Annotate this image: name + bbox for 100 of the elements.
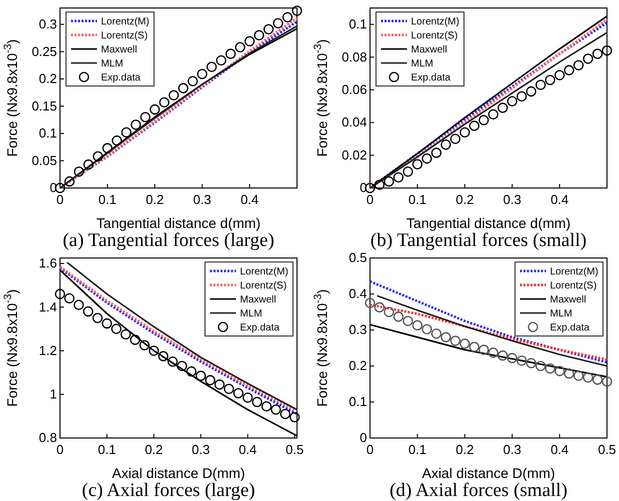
legend-label: MLM [240, 308, 262, 320]
point [233, 388, 244, 398]
point [535, 360, 546, 372]
point [111, 324, 122, 334]
point [460, 127, 470, 138]
point [440, 332, 451, 342]
legend-label: Lorentz(S) [550, 280, 597, 292]
point [402, 166, 414, 177]
point [216, 55, 226, 66]
legend-label: Maxwell [240, 294, 276, 306]
point [582, 372, 594, 383]
point [168, 90, 179, 100]
y-tick-label: 1.4 [38, 299, 57, 314]
point [196, 370, 206, 381]
point [83, 159, 94, 170]
point [374, 302, 385, 312]
y-tick-label: 0.2 [348, 358, 367, 374]
y-tick-label: 0.4 [348, 286, 367, 302]
point [573, 370, 584, 381]
y-tick-label: 0.2 [38, 71, 57, 86]
point [498, 102, 508, 113]
point [544, 74, 556, 86]
point [384, 176, 394, 187]
point [102, 143, 113, 154]
point [582, 54, 594, 64]
point [197, 68, 208, 80]
point [206, 62, 217, 72]
point [478, 344, 489, 355]
point [535, 80, 546, 90]
legend-label: Exp.data [240, 322, 280, 334]
point [102, 318, 112, 329]
point [450, 336, 460, 346]
point [469, 342, 480, 352]
point [167, 356, 178, 367]
point [422, 153, 432, 164]
point [488, 109, 498, 120]
y-tick-label: 1.6 [38, 256, 57, 271]
point [526, 86, 536, 97]
legend-label: Lorentz(S) [411, 30, 458, 42]
x-tick-label: 0.1 [408, 442, 426, 457]
point [564, 368, 574, 379]
x-tick-label: 0.4 [550, 192, 569, 207]
point [402, 316, 414, 326]
point [178, 83, 188, 94]
point [460, 338, 470, 349]
x-tick-label: 0.3 [192, 442, 210, 457]
y-tick-label: 0.06 [342, 82, 367, 97]
y-tick-label: 0 [360, 430, 367, 446]
point [74, 166, 84, 177]
point [150, 104, 160, 115]
y-tick-label: 0.5 [348, 250, 367, 266]
point [186, 366, 197, 377]
point [393, 312, 404, 322]
point [393, 172, 404, 183]
legend-label: Exp.data [550, 322, 590, 334]
y-tick-label: 0.1 [348, 16, 367, 32]
x-axis-title: Tangential distance d(mm) [406, 215, 571, 231]
point [602, 45, 612, 56]
x-tick-label: 0.5 [286, 442, 304, 457]
line-series [368, 280, 608, 364]
y-tick-label: 0.08 [342, 49, 367, 64]
point [592, 374, 603, 385]
x-tick-label: 0.3 [193, 192, 212, 207]
text: (b) Tangential forces (small) [370, 230, 587, 251]
point [488, 348, 498, 358]
point [205, 375, 216, 386]
point [140, 112, 150, 122]
legend-label: Lorentz(M) [411, 16, 460, 28]
point [412, 159, 423, 170]
point [254, 30, 264, 40]
legend-label: Lorentz(S) [240, 280, 287, 292]
x-tick-label: 0.2 [456, 192, 474, 207]
x-tick-label: 0.2 [456, 442, 474, 457]
point [282, 12, 293, 22]
point [92, 312, 103, 324]
y-tick-label: 0.8 [38, 430, 57, 446]
point [544, 363, 556, 374]
point [364, 298, 376, 308]
point [270, 404, 282, 415]
point [242, 392, 253, 403]
point [507, 352, 518, 364]
point [74, 300, 84, 310]
point [431, 148, 442, 158]
y-tick-label: 1.2 [38, 342, 57, 358]
text: (a) Tangential forces (large) [62, 230, 274, 251]
point [272, 18, 284, 28]
text: (c) Axial forces (large) [82, 480, 256, 501]
point [290, 412, 300, 422]
y-tick-label: 0.04 [342, 114, 367, 130]
legend-label: Exp.data [101, 72, 141, 84]
point [516, 355, 527, 366]
y-tick-label: 0.02 [342, 147, 367, 162]
y-tick-label: 1 [50, 386, 57, 402]
point [592, 48, 603, 59]
y-tick-label: 0.15 [32, 98, 57, 114]
x-tick-label: 0.2 [144, 442, 163, 457]
point [188, 76, 198, 86]
y-tick-label: 0.1 [348, 394, 367, 410]
x-tick-label: 0.5 [598, 442, 616, 457]
legend-label: Maxwell [101, 44, 138, 56]
